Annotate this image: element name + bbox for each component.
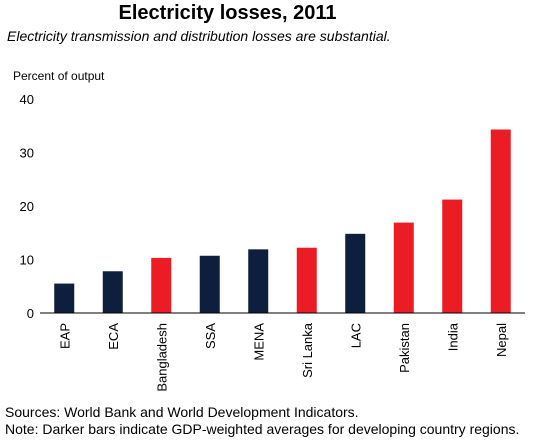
sources-note: Sources: World Bank and World Developmen… <box>5 404 359 420</box>
bar-eap <box>54 283 75 313</box>
x-tick-label: SSA <box>203 323 218 349</box>
x-tick-label: Sri Lanka <box>300 322 315 378</box>
x-tick-label: EAP <box>57 323 72 349</box>
bars <box>54 129 511 313</box>
x-tick-label: ECA <box>106 323 121 350</box>
chart-subtitle: Electricity transmission and distributio… <box>7 28 391 44</box>
x-axis-labels: EAP ECA Bangladesh SSA MENA Sri Lanka LAC Pakis… <box>57 322 509 391</box>
x-tick-label: Bangladesh <box>154 323 169 392</box>
bar-lac <box>345 233 366 313</box>
y-tick-label: 20 <box>20 199 34 214</box>
y-axis-unit-label: Percent of output <box>13 69 105 83</box>
x-tick-label: India <box>445 322 460 351</box>
chart-footer: Sources: World Bank and World Developmen… <box>5 404 519 438</box>
chart-title: Electricity losses, 2011 <box>118 2 337 24</box>
y-tick-label: 30 <box>20 146 34 161</box>
y-tick-label: 40 <box>20 92 34 107</box>
y-tick-label: 10 <box>20 253 34 268</box>
bar-nepal <box>490 129 511 313</box>
bar-sri-lanka <box>296 247 317 313</box>
bar-bangladesh <box>151 257 172 313</box>
bar-pakistan <box>393 222 414 313</box>
bar-india <box>442 199 463 313</box>
bar-ssa <box>199 255 220 313</box>
footnote: Note: Darker bars indicate GDP-weighted … <box>5 421 520 437</box>
bar-eca <box>102 271 123 313</box>
x-tick-label: LAC <box>348 323 363 348</box>
y-axis-ticks: 0 10 20 30 40 <box>20 92 34 321</box>
x-tick-label: Pakistan <box>397 323 412 373</box>
x-tick-label: Nepal <box>494 323 509 357</box>
x-tick-label: MENA <box>251 323 266 361</box>
y-tick-label: 0 <box>27 306 34 321</box>
bar-mena <box>248 249 269 313</box>
